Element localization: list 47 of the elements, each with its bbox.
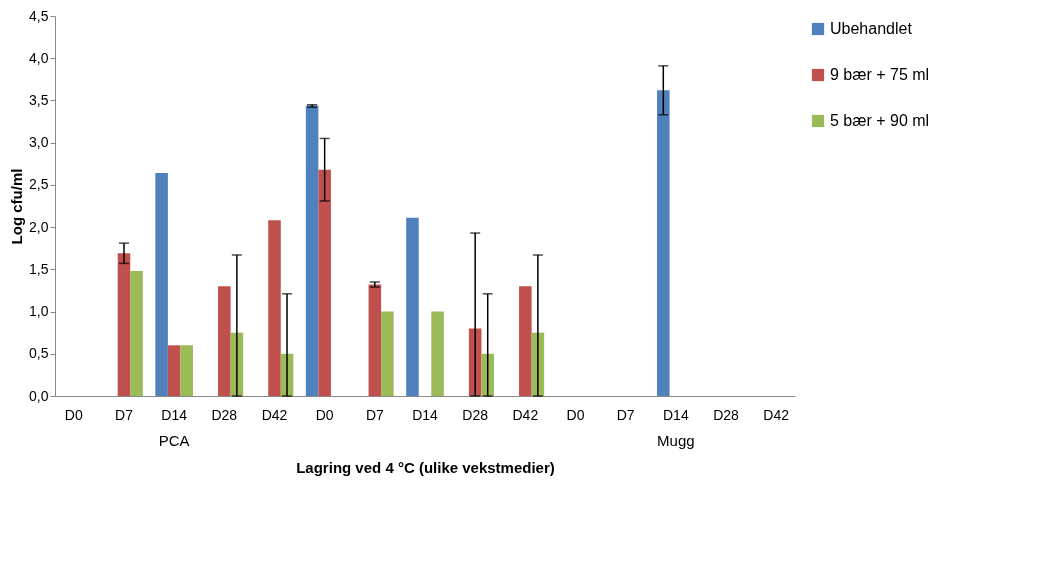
x-tick-label: D7 bbox=[616, 406, 635, 423]
x-tick-label: D42 bbox=[763, 406, 790, 423]
bar bbox=[180, 345, 193, 396]
text: Mugg bbox=[657, 432, 695, 449]
x-tick-label: D0 bbox=[566, 406, 585, 423]
bar bbox=[318, 169, 331, 396]
y-tick-label: 1,0 bbox=[29, 303, 49, 320]
y-tick-label: 3,5 bbox=[29, 91, 49, 108]
y-tick-label: 2,0 bbox=[29, 218, 49, 235]
bar bbox=[130, 271, 143, 396]
x-tick-label: D7 bbox=[115, 406, 134, 423]
x-tick-label: D14 bbox=[663, 406, 689, 423]
bar bbox=[117, 253, 131, 396]
bar bbox=[481, 353, 494, 396]
bar bbox=[519, 286, 532, 396]
y-tick-label: 3,0 bbox=[29, 134, 49, 151]
x-axis-title: Lagring ved 4 °C (ulike vekstmedier) bbox=[296, 458, 555, 476]
bar bbox=[657, 90, 670, 396]
bar bbox=[305, 105, 319, 396]
bar bbox=[268, 220, 281, 396]
x-tick-label: D7 bbox=[365, 406, 384, 423]
x-tick-label: D42 bbox=[261, 406, 288, 423]
x-tick-label: D28 bbox=[211, 406, 238, 423]
x-tick-label: D28 bbox=[713, 406, 740, 423]
x-tick-label: D14 bbox=[412, 406, 439, 423]
y-tick-label: 2,5 bbox=[29, 176, 49, 193]
y-tick-label: 1,5 bbox=[29, 260, 49, 277]
bar bbox=[406, 217, 419, 396]
legend-label: 5 bær + 90 ml bbox=[830, 112, 930, 129]
text: PCA bbox=[158, 432, 190, 449]
y-tick-label: 0,0 bbox=[29, 387, 49, 404]
x-tick-label: D28 bbox=[462, 406, 489, 423]
x-tick-label: D42 bbox=[512, 406, 539, 423]
x-tick-label: D0 bbox=[315, 406, 334, 423]
legend-label: 9 bær + 75 ml bbox=[830, 66, 930, 83]
bar bbox=[167, 345, 181, 396]
bar bbox=[218, 286, 231, 396]
x-tick-label: D0 bbox=[64, 406, 83, 423]
bar bbox=[431, 311, 444, 396]
bar bbox=[155, 173, 168, 396]
bar bbox=[381, 311, 394, 396]
y-tick-label: 4,0 bbox=[29, 49, 49, 66]
y-axis-title: Log cfu/ml bbox=[8, 168, 26, 245]
y-tick-label: 4,5 bbox=[29, 7, 49, 24]
legend-label: Ubehandlet bbox=[830, 20, 913, 37]
y-tick-label: 0,5 bbox=[29, 345, 49, 362]
x-tick-label: D14 bbox=[161, 406, 188, 423]
